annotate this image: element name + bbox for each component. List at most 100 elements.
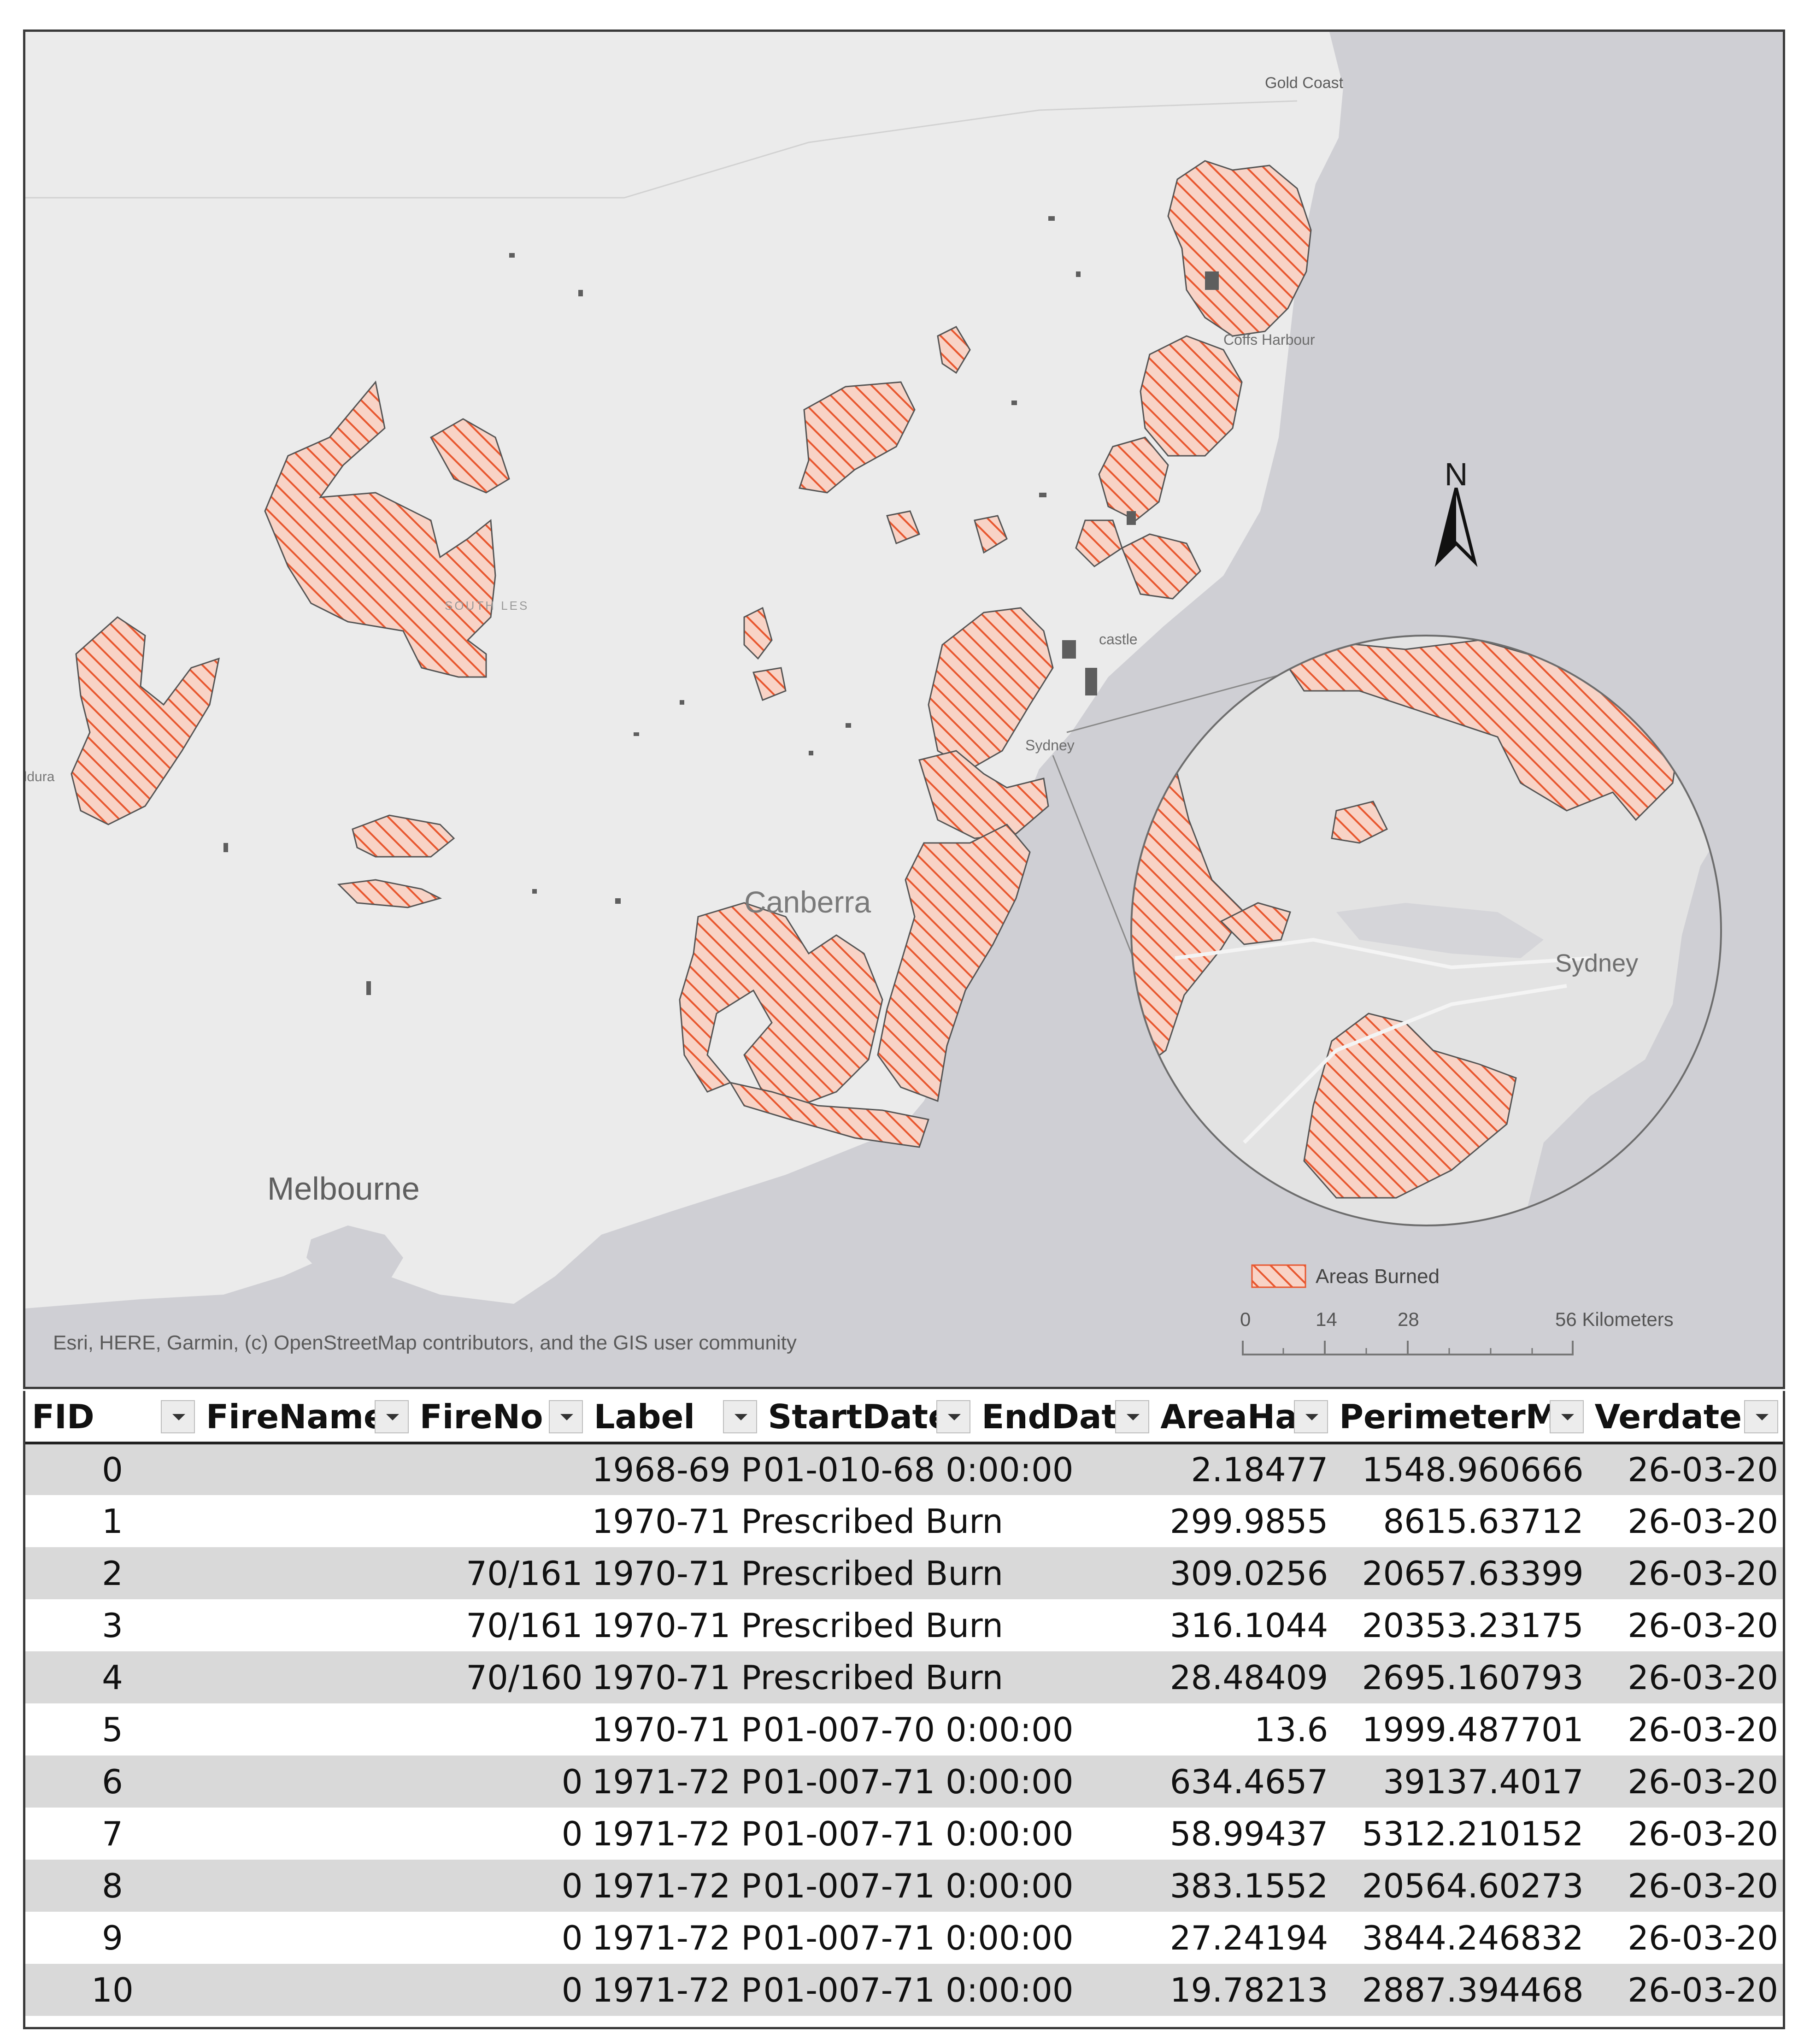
cell-areaha[interactable]: 309.0256	[1154, 1547, 1333, 1599]
cell-fireno[interactable]: 0	[413, 1808, 588, 1860]
burned-areas[interactable]	[71, 160, 1312, 1148]
cell-verdate[interactable]: 26-03-20	[1588, 1964, 1783, 2016]
attribute-table[interactable]: FID FireName FireNo Label StartDate EndD…	[23, 1391, 1785, 2029]
cell-label[interactable]: 1968-69 P	[587, 1443, 762, 1495]
cell-firename[interactable]	[199, 1703, 413, 1755]
column-filter-dropdown-icon[interactable]	[160, 1400, 195, 1433]
cell-label[interactable]: 1971-72 P	[587, 1912, 762, 1964]
cell-fireno[interactable]: 0	[413, 1755, 588, 1808]
column-header-enddate[interactable]: EndDate	[975, 1391, 1154, 1444]
cell-fid[interactable]: 2	[25, 1547, 200, 1599]
cell-areaha[interactable]: 13.6	[1154, 1703, 1333, 1755]
cell-label[interactable]: 1970-71 Prescribed Burn	[587, 1495, 1154, 1547]
cell-firename[interactable]	[199, 1599, 413, 1651]
cell-verdate[interactable]: 26-03-20	[1588, 1495, 1783, 1547]
cell-fid[interactable]: 3	[25, 1599, 200, 1651]
column-header-perimeterm[interactable]: PerimeterM	[1333, 1391, 1588, 1444]
cell-fid[interactable]: 1	[25, 1495, 200, 1547]
cell-areaha[interactable]: 27.24194	[1154, 1912, 1333, 1964]
cell-perimeterm[interactable]: 20564.60273	[1333, 1860, 1588, 1912]
cell-label[interactable]: 1970-71 Prescribed Burn	[587, 1547, 1154, 1599]
cell-areaha[interactable]: 383.1552	[1154, 1860, 1333, 1912]
column-header-verdate[interactable]: Verdate	[1588, 1391, 1783, 1444]
cell-areaha[interactable]: 634.4657	[1154, 1755, 1333, 1808]
map-canvas[interactable]	[25, 32, 1783, 1387]
cell-verdate[interactable]: 26-03-20	[1588, 1651, 1783, 1703]
column-header-firename[interactable]: FireName	[199, 1391, 413, 1444]
column-filter-dropdown-icon[interactable]	[1294, 1400, 1328, 1433]
cell-fireno[interactable]	[413, 1443, 588, 1495]
cell-areaha[interactable]: 58.99437	[1154, 1808, 1333, 1860]
cell-perimeterm[interactable]: 2695.160793	[1333, 1651, 1588, 1703]
column-filter-dropdown-icon[interactable]	[548, 1400, 583, 1433]
cell-label[interactable]: 1971-72 P	[587, 1755, 762, 1808]
cell-areaha[interactable]: 2.18477	[1154, 1443, 1333, 1495]
column-header-fireno[interactable]: FireNo	[413, 1391, 588, 1444]
cell-perimeterm[interactable]: 39137.4017	[1333, 1755, 1588, 1808]
cell-firename[interactable]	[199, 1651, 413, 1703]
cell-perimeterm[interactable]: 20353.23175	[1333, 1599, 1588, 1651]
cell-fid[interactable]: 5	[25, 1703, 200, 1755]
column-filter-dropdown-icon[interactable]	[1115, 1400, 1150, 1433]
cell-startdate[interactable]: 01-007-71 0:00:00	[761, 1912, 1154, 1964]
cell-perimeterm[interactable]: 3844.246832	[1333, 1912, 1588, 1964]
cell-startdate[interactable]: 01-007-71 0:00:00	[761, 1808, 1154, 1860]
cell-firename[interactable]	[199, 1443, 413, 1495]
table-row[interactable]: 6 0 1971-72 P 01-007-71 0:00:00 634.4657 3913…	[25, 1755, 1783, 1808]
table-row[interactable]: 4 70/160 1970-71 Prescribed Burn 28.48409 26…	[25, 1651, 1783, 1703]
cell-perimeterm[interactable]: 20657.63399	[1333, 1547, 1588, 1599]
column-filter-dropdown-icon[interactable]	[1549, 1400, 1584, 1433]
column-header-fid[interactable]: FID	[25, 1391, 200, 1444]
table-row[interactable]: 10 0 1971-72 P 01-007-71 0:00:00 19.78213 288…	[25, 1964, 1783, 2016]
cell-startdate[interactable]: 01-007-71 0:00:00	[761, 1755, 1154, 1808]
cell-perimeterm[interactable]: 1548.960666	[1333, 1443, 1588, 1495]
column-header-startdate[interactable]: StartDate	[761, 1391, 976, 1444]
cell-firename[interactable]	[199, 1547, 413, 1599]
cell-perimeterm[interactable]: 1999.487701	[1333, 1703, 1588, 1755]
cell-fid[interactable]: 9	[25, 1912, 200, 1964]
cell-verdate[interactable]: 26-03-20	[1588, 1443, 1783, 1495]
table-row[interactable]: 3 70/161 1970-71 Prescribed Burn 316.1044 20…	[25, 1599, 1783, 1651]
cell-areaha[interactable]: 28.48409	[1154, 1651, 1333, 1703]
sydney-inset-map[interactable]	[1129, 635, 1728, 1235]
cell-fireno[interactable]: 70/161	[413, 1547, 588, 1599]
cell-fid[interactable]: 4	[25, 1651, 200, 1703]
map-panel[interactable]: Gold Coast Coffs Harbour castle Sydney C…	[23, 29, 1785, 1389]
cell-label[interactable]: 1970-71 Prescribed Burn	[587, 1599, 1154, 1651]
cell-fireno[interactable]: 0	[413, 1912, 588, 1964]
cell-fireno[interactable]	[413, 1495, 588, 1547]
cell-firename[interactable]	[199, 1808, 413, 1860]
cell-firename[interactable]	[199, 1755, 413, 1808]
cell-verdate[interactable]: 26-03-20	[1588, 1808, 1783, 1860]
table-row[interactable]: 7 0 1971-72 P 01-007-71 0:00:00 58.99437 5312…	[25, 1808, 1783, 1860]
table-row[interactable]: 1 1970-71 Prescribed Burn 299.9855 8615.637…	[25, 1495, 1783, 1547]
cell-fid[interactable]: 0	[25, 1443, 200, 1495]
cell-fireno[interactable]	[413, 1703, 588, 1755]
column-filter-dropdown-icon[interactable]	[936, 1400, 971, 1433]
cell-startdate[interactable]: 01-010-68 0:00:00	[761, 1443, 1154, 1495]
cell-fid[interactable]: 6	[25, 1755, 200, 1808]
table-row[interactable]: 2 70/161 1970-71 Prescribed Burn 309.0256 20…	[25, 1547, 1783, 1599]
cell-firename[interactable]	[199, 1495, 413, 1547]
cell-fireno[interactable]: 70/160	[413, 1651, 588, 1703]
column-filter-dropdown-icon[interactable]	[723, 1400, 757, 1433]
cell-startdate[interactable]: 01-007-71 0:00:00	[761, 1860, 1154, 1912]
cell-verdate[interactable]: 26-03-20	[1588, 1912, 1783, 1964]
cell-verdate[interactable]: 26-03-20	[1588, 1703, 1783, 1755]
cell-fireno[interactable]: 70/161	[413, 1599, 588, 1651]
table-row[interactable]: 0 1968-69 P 01-010-68 0:00:00 2.18477 1548.9…	[25, 1443, 1783, 1495]
table-row[interactable]: 9 0 1971-72 P 01-007-71 0:00:00 27.24194 3844…	[25, 1912, 1783, 1964]
cell-areaha[interactable]: 19.78213	[1154, 1964, 1333, 2016]
cell-startdate[interactable]: 01-007-71 0:00:00	[761, 1964, 1154, 2016]
cell-verdate[interactable]: 26-03-20	[1588, 1599, 1783, 1651]
column-header-areaha[interactable]: AreaHa	[1154, 1391, 1333, 1444]
cell-fid[interactable]: 8	[25, 1860, 200, 1912]
cell-areaha[interactable]: 299.9855	[1154, 1495, 1333, 1547]
cell-firename[interactable]	[199, 1912, 413, 1964]
cell-perimeterm[interactable]: 2887.394468	[1333, 1964, 1588, 2016]
cell-fid[interactable]: 10	[25, 1964, 200, 2016]
cell-firename[interactable]	[199, 1964, 413, 2016]
cell-verdate[interactable]: 26-03-20	[1588, 1860, 1783, 1912]
cell-label[interactable]: 1971-72 P	[587, 1860, 762, 1912]
table-row[interactable]: 8 0 1971-72 P 01-007-71 0:00:00 383.1552 2056…	[25, 1860, 1783, 1912]
